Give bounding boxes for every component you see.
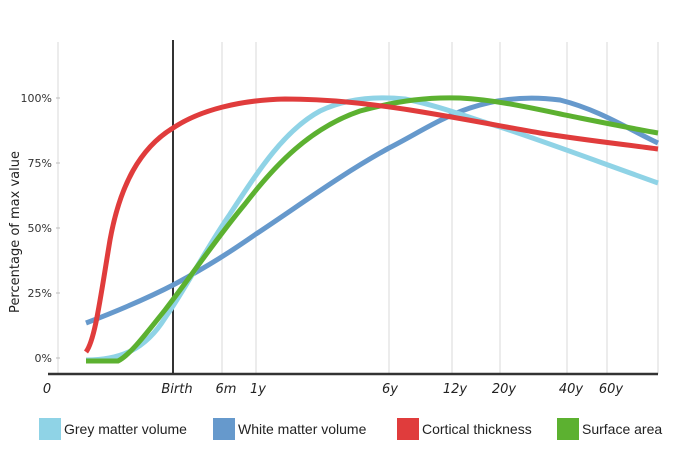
y-tick-label: 75% (28, 157, 52, 170)
grid-lines (57, 42, 659, 374)
x-tick-label: 6m (216, 382, 237, 397)
legend-item-cortical-thickness: Cortical thickness (397, 418, 532, 440)
legend-item-white-matter: White matter volume (213, 418, 366, 440)
series-cortical-thickness (83, 96, 659, 354)
x-tick-label: 40y (559, 382, 584, 397)
y-tick-marks (56, 97, 60, 359)
legend-label: White matter volume (238, 421, 367, 437)
legend-swatch-grey-matter (39, 418, 61, 440)
line-chart: 100% 75% 50% 25% 0% Percentage of max va… (8, 40, 660, 397)
y-tick-label: 0% (35, 352, 52, 365)
series-surface-area (86, 95, 659, 364)
x-tick-label: 0 (43, 382, 51, 397)
legend-swatch-white-matter (213, 418, 235, 440)
x-tick-label: 60y (599, 382, 624, 397)
legend-item-grey-matter: Grey matter volume (39, 418, 187, 440)
x-tick-label: 12y (443, 382, 468, 397)
legend-label: Cortical thickness (422, 421, 532, 437)
y-axis-label: Percentage of max value (8, 151, 23, 313)
legend-label: Surface area (582, 421, 663, 437)
y-tick-label: 25% (28, 287, 52, 300)
y-tick-label: 100% (21, 92, 52, 105)
x-tick-label: 1y (250, 382, 266, 397)
x-tick-label: 20y (492, 382, 517, 397)
x-tick-label: 6y (382, 382, 398, 397)
legend-swatch-surface-area (557, 418, 579, 440)
legend-swatch-cortical-thickness (397, 418, 419, 440)
series-white-matter-volume (85, 95, 660, 326)
legend-item-surface-area: Surface area (557, 418, 662, 440)
y-tick-label: 50% (28, 222, 52, 235)
legend-label: Grey matter volume (64, 421, 187, 437)
chart-legend: Grey matter volume White matter volume C… (0, 418, 691, 448)
x-tick-label: Birth (161, 382, 192, 397)
